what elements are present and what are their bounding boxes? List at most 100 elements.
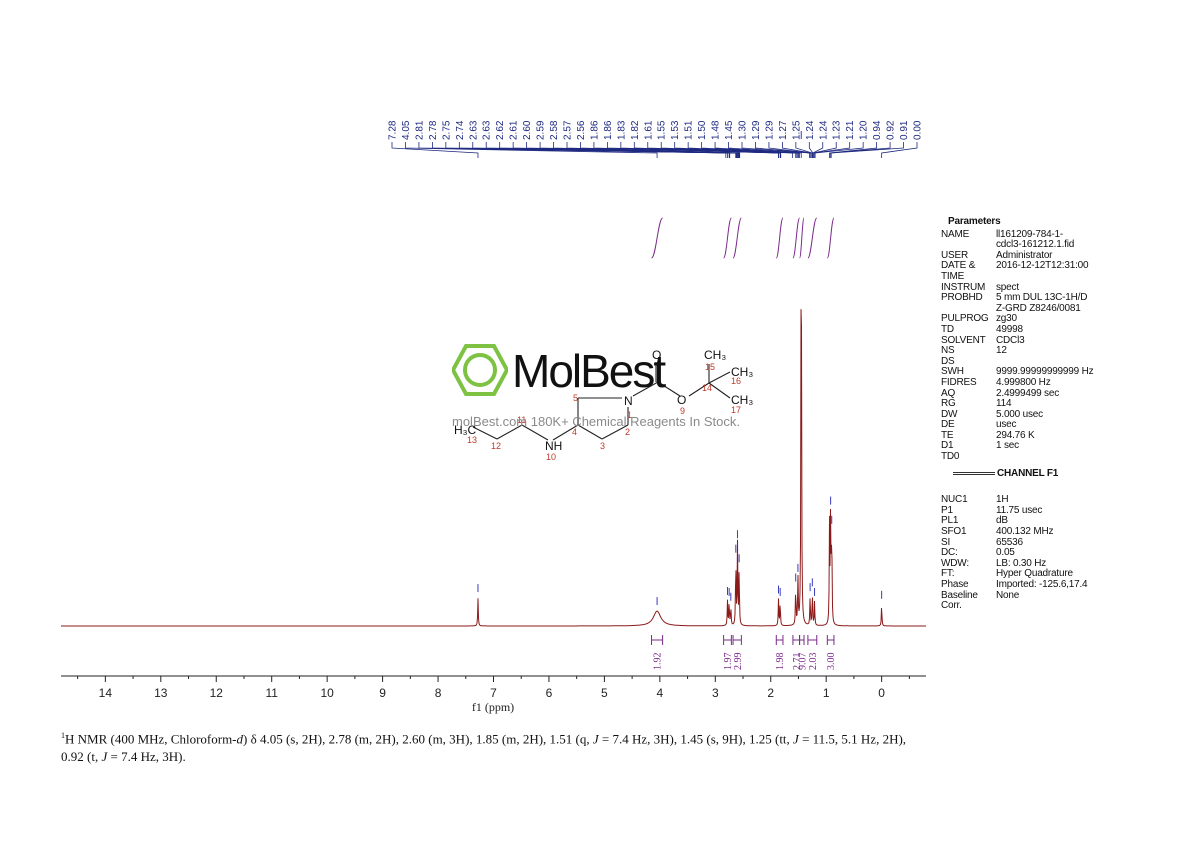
parameter-row: DC: 0.05 bbox=[941, 548, 1181, 559]
peak-label: 2.63 bbox=[468, 120, 479, 140]
parameter-value: 1 sec bbox=[996, 440, 1019, 452]
atom-methyl-right: CH₃ bbox=[731, 365, 753, 379]
parameter-key: SI bbox=[941, 536, 951, 548]
parameter-key: AQ bbox=[941, 387, 956, 399]
parameter-value bbox=[996, 601, 1181, 612]
parameter-value: 5 mm DUL 13C-1H/D bbox=[996, 292, 1088, 304]
integral-curve bbox=[723, 217, 732, 259]
parameter-key: P1 bbox=[941, 504, 953, 516]
x-tick-label: 4 bbox=[657, 686, 664, 700]
peak-label: 2.75 bbox=[441, 120, 452, 140]
parameter-row: AQ 2.4999499 sec bbox=[941, 387, 1181, 400]
parameter-key: PROBHD bbox=[941, 292, 983, 304]
integral-curve bbox=[807, 217, 818, 259]
molbest-watermark: MolBest molBest.com 180K+ Chemical Reage… bbox=[452, 342, 752, 442]
peak-label: 1.53 bbox=[670, 120, 681, 140]
atom-number: 1 bbox=[627, 410, 632, 420]
peak-label: 1.45 bbox=[724, 120, 735, 140]
channel-title: CHANNEL F1 bbox=[997, 467, 1059, 479]
parameter-key: NS bbox=[941, 345, 955, 357]
parameter-key: Baseline bbox=[941, 589, 978, 601]
parameter-row: DATE & 2016-12-12T12:31:00 bbox=[941, 261, 1181, 272]
parameter-value: 1H bbox=[996, 494, 1009, 506]
parameter-value: spect bbox=[996, 281, 1019, 293]
parameter-value: 11.75 usec bbox=[996, 504, 1043, 516]
parameter-key: NUC1 bbox=[941, 494, 968, 506]
parameter-value: Administrator bbox=[996, 249, 1053, 261]
peak-label: 1.29 bbox=[751, 120, 762, 140]
parameter-row: TD0 bbox=[941, 451, 1181, 463]
x-tick-label: 6 bbox=[546, 686, 553, 700]
parameter-key: TD bbox=[941, 323, 954, 335]
x-tick-label: 10 bbox=[320, 686, 334, 700]
atom-number: 17 bbox=[731, 405, 741, 415]
parameter-row: D1 1 sec bbox=[941, 441, 1181, 452]
peak-label: 0.91 bbox=[899, 120, 910, 140]
integral-curve-group bbox=[651, 217, 835, 259]
parameter-key: DW bbox=[941, 408, 958, 420]
peak-label: 1.24 bbox=[805, 120, 816, 140]
integral-value: 9.07 bbox=[797, 653, 808, 671]
parameter-row: USER Administrator bbox=[941, 249, 1181, 262]
peak-leader-line bbox=[814, 142, 851, 158]
peak-label: 0.92 bbox=[886, 120, 897, 140]
peak-label: 1.23 bbox=[832, 120, 843, 140]
parameter-value: 5.000 usec bbox=[996, 408, 1043, 420]
parameter-key: DATE & bbox=[941, 260, 976, 272]
acquisition-parameters-panel: Parameters NAME ll161209-784-1- cdcl3-1612… bbox=[941, 216, 1181, 612]
peak-label: 0.00 bbox=[913, 120, 924, 140]
parameter-row: P1 11.75 usec bbox=[941, 504, 1181, 517]
parameter-row: SWH 9999.99999999999 Hz bbox=[941, 367, 1181, 378]
peak-label: 1.24 bbox=[818, 120, 829, 140]
integral-curve bbox=[826, 217, 835, 259]
parameter-value: 294.76 K bbox=[996, 429, 1035, 441]
integral-value: 2.03 bbox=[808, 653, 819, 671]
parameter-key: INSTRUM bbox=[941, 281, 986, 293]
peak-leader-line bbox=[768, 142, 811, 158]
caption-text: = 7.4 Hz, 3H), 1.45 (s, 9H), 1.25 (tt, bbox=[598, 731, 794, 747]
peak-label: 2.78 bbox=[428, 120, 439, 140]
integral-curve bbox=[732, 217, 742, 259]
parameter-key: RG bbox=[941, 398, 956, 410]
molbest-tagline: molBest.com 180K+ Chemical Reagents In S… bbox=[452, 414, 740, 429]
peak-label: 2.56 bbox=[576, 120, 587, 140]
x-axis-label: f1 (ppm) bbox=[472, 700, 514, 714]
parameter-row: RG 114 bbox=[941, 398, 1181, 410]
atom-oxygen-carbonyl: O bbox=[652, 348, 661, 362]
x-axis: 14 13 12 11 10 9 8 7 6 5 4 3 2 1 0f1 (ppm) bbox=[61, 675, 926, 714]
parameter-key: WDW: bbox=[941, 557, 969, 569]
peak-leader-line bbox=[829, 142, 878, 158]
parameter-value: None bbox=[996, 589, 1020, 601]
x-tick-label: 3 bbox=[712, 686, 719, 700]
parameter-row: FIDRES 4.999800 Hz bbox=[941, 377, 1181, 389]
parameter-value: 12 bbox=[996, 345, 1007, 357]
parameter-key: SWH bbox=[941, 366, 964, 378]
x-tick-label: 2 bbox=[767, 686, 774, 700]
parameter-value bbox=[996, 272, 1181, 283]
peak-label: 2.58 bbox=[549, 120, 560, 140]
peak-leader-line bbox=[391, 142, 479, 158]
peak-label-group: 7.28 4.05 2.81 2.78 2.75 2.74 2.63 2.63 2.62 2.61… bbox=[388, 120, 924, 158]
parameter-value: 49998 bbox=[996, 323, 1023, 335]
x-tick-label: 0 bbox=[878, 686, 885, 700]
parameter-key: TIME bbox=[941, 270, 965, 282]
peak-leader-line bbox=[830, 142, 891, 158]
x-tick-label: 13 bbox=[154, 686, 168, 700]
peak-leader-line bbox=[728, 142, 802, 158]
channel-heading: CHANNEL F1 bbox=[953, 467, 1181, 480]
parameter-row: Corr. bbox=[941, 601, 1181, 612]
nmr-description: 1H NMR (400 MHz, Chloroform-d) δ 4.05 (s… bbox=[61, 727, 921, 766]
parameter-row: cdcl3-161212.1.fid bbox=[941, 240, 1181, 251]
parameter-key: TD0 bbox=[941, 451, 960, 463]
peak-label: 1.61 bbox=[643, 120, 654, 140]
peak-label: 2.81 bbox=[414, 120, 425, 140]
x-tick-label: 7 bbox=[490, 686, 497, 700]
atom-nitrogen: N bbox=[624, 394, 633, 408]
peak-leader-line bbox=[830, 142, 904, 158]
peak-leader-line bbox=[812, 142, 824, 158]
integral-value: 2.71 bbox=[792, 653, 803, 671]
parameter-row: NAME ll161209-784-1- bbox=[941, 229, 1181, 241]
parameter-row: Phase Imported: -125.6,17.4 bbox=[941, 579, 1181, 591]
parameter-value: zg30 bbox=[996, 313, 1017, 325]
